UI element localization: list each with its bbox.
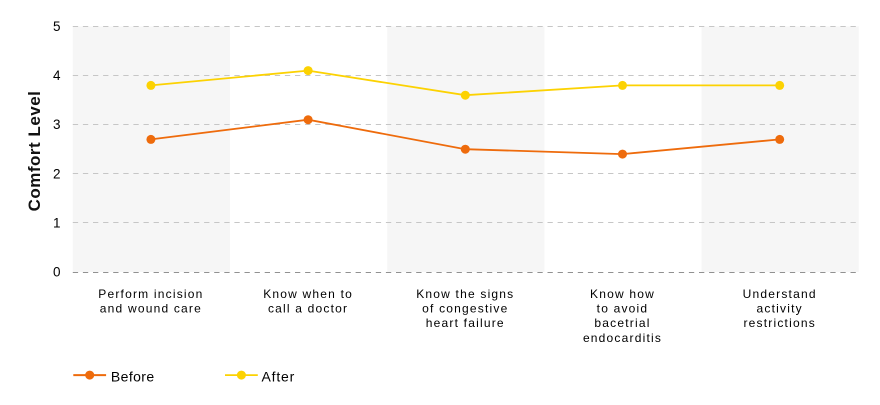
svg-text:to avoid: to avoid [597, 302, 649, 316]
svg-text:of congestive: of congestive [422, 302, 508, 316]
svg-text:Know the signs: Know the signs [416, 287, 514, 301]
svg-text:2: 2 [53, 166, 61, 181]
svg-text:heart failure: heart failure [426, 316, 505, 330]
svg-text:Understand: Understand [743, 287, 817, 301]
svg-text:Comfort Level: Comfort Level [25, 91, 44, 212]
svg-text:and wound care: and wound care [100, 302, 202, 316]
svg-text:Perform incision: Perform incision [98, 287, 203, 301]
svg-text:bacetrial: bacetrial [594, 316, 650, 330]
svg-text:endocarditis: endocarditis [583, 331, 662, 345]
svg-text:Know when to: Know when to [263, 287, 353, 301]
svg-text:Know how: Know how [590, 287, 655, 301]
svg-text:restrictions: restrictions [743, 316, 815, 330]
svg-text:call a doctor: call a doctor [268, 302, 348, 316]
svg-text:After: After [262, 369, 296, 385]
svg-text:5: 5 [53, 19, 61, 34]
svg-text:1: 1 [53, 216, 61, 231]
svg-text:Before: Before [111, 369, 155, 385]
svg-text:activity: activity [757, 302, 803, 316]
svg-text:0: 0 [53, 265, 61, 280]
svg-text:4: 4 [53, 68, 61, 83]
svg-text:3: 3 [53, 117, 61, 132]
